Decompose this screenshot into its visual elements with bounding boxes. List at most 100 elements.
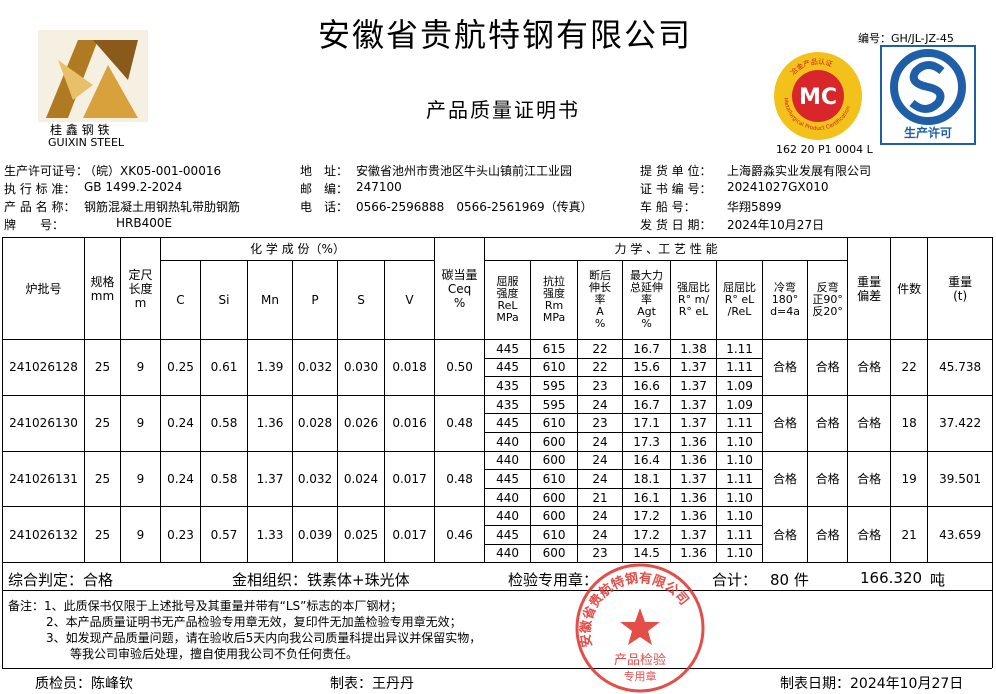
data-cell: 21 [890,506,929,564]
data-cell: 9 [120,450,161,508]
data-cell: 440 [484,487,532,508]
right-border [992,563,993,668]
data-cell: 0.25 [160,339,201,396]
data-cell: 43.659 [927,506,994,564]
header-cell: 重量 (t) [927,237,994,340]
info-label: 牌 号： [4,218,65,232]
data-cell: 16.7 [622,394,672,415]
info-value: 上海爵淼实业发展有限公司 [727,164,872,178]
header-cell: 抗拉 强度 Rm MPa [530,260,579,340]
data-cell: 合格 [762,506,809,564]
data-cell: 24 [577,524,624,545]
info-label: 生产许可证号： [4,164,89,178]
data-row: 440 600 21 16.1 1.36 1.10 [3,487,993,508]
data-cell: 0.018 [383,339,436,396]
data-cell: 合格 [807,506,849,564]
header-cell: 化 学 成 份（%） [159,237,436,261]
data-cell: 241026131 [2,450,85,508]
data-cell: 15.6 [622,357,672,378]
data-row: 440 600 24 17.3 1.36 1.10 [3,431,993,452]
data-cell: 25 [84,394,121,452]
data-row: 241026130 25 9 0.24 0.58 1.36 0.028 0.026 0.016 0… [2,394,994,452]
data-cell: 37.422 [927,394,994,452]
data-cell: 1.37 [670,524,718,545]
data-row: 445 610 23 17.1 1.37 1.11 [3,413,993,433]
info-label: 车 船 号： [640,200,696,214]
data-cell: 1.37 [247,450,293,508]
data-cell: 22 [890,339,929,396]
data-cell: 24 [577,394,624,415]
data-cell: 25 [84,506,121,564]
data-cell: 0.24 [160,394,201,452]
data-cell: 18.1 [622,469,672,489]
stamp-line1: 产品检验 [614,652,666,668]
data-row: 241026128 25 9 0.25 0.61 1.39 0.032 0.030 0.018 0… [2,339,994,396]
header-cell: P [292,260,338,340]
seal-label: 检验专用章： [508,571,599,589]
data-cell: 0.024 [337,450,385,508]
header-cell: 规格 mm [84,237,121,340]
data-row: 445 610 24 18.1 1.37 1.11 [3,469,993,489]
data-row: 435 595 23 16.6 1.37 1.09 [3,376,993,396]
data-cell: 1.37 [670,376,718,396]
data-cell: 19 [890,450,929,508]
inspector: 质检员：陈峰钦 [35,676,133,692]
data-cell: 0.017 [383,506,436,564]
header-cell: 重量 偏差 [847,237,892,340]
data-cell: 595 [530,376,579,396]
company-logo [38,30,148,122]
mc-mark: MC [799,85,837,110]
header-cell: 冷弯 180° d=4a [762,260,809,340]
data-cell: 0.58 [200,394,248,452]
header-cell: V [383,260,436,340]
header-cell: 反弯 正90° 反20° [807,260,849,340]
data-cell: 0.58 [200,450,248,508]
doc-number: 编号：GH/JL-JZ-45 [858,32,954,45]
note: 等我公司审验后处理，擅自使用我公司不负任何责任。 [70,647,359,661]
preparer: 制表：王丹丹 [330,676,414,692]
info-label: 电 话： [300,200,349,214]
data-cell: 1.37 [670,357,718,378]
data-cell: 0.46 [434,506,486,564]
info-value: （皖）XK05-001-00016 [84,164,222,178]
data-cell: 610 [530,524,579,545]
company-name: 安徽省贵航特钢有限公司 [318,16,693,54]
header-cell: 最大力 总延伸 率 Agt % [622,260,672,340]
data-cell: 23 [577,376,624,396]
data-cell: 1.11 [716,339,764,359]
data-cell: 435 [484,394,532,415]
summary-bottom-line [2,590,992,591]
structure: 金相组织：铁素体+珠光体 [232,571,410,589]
data-cell: 0.24 [160,450,201,508]
data-cell: 1.33 [247,506,293,564]
info-value: 2024年10月27日 [727,218,825,232]
data-cell: 1.11 [716,413,764,433]
info-value: HRB400E [116,216,173,230]
data-cell: 440 [484,506,532,526]
header-cell: 屈服 强度 ReL MPa [484,260,532,340]
inspection-stamp: 安徽省贵航特钢有限公司 产品检验 专用章 [575,563,705,693]
data-cell: 16.7 [622,339,672,359]
info-value: GB 1499.2-2024 [84,180,183,194]
header-cell: Si [200,260,248,340]
data-row: 241026132 25 9 0.23 0.57 1.33 0.039 0.025 0.017 0… [2,506,994,564]
data-cell: 1.36 [247,394,293,452]
data-row: 445 610 22 15.6 1.37 1.11 [3,357,993,378]
data-cell: 0.48 [434,450,486,508]
prepared-date: 制表日期：2024年10月27日 [780,676,964,692]
data-cell: 1.37 [670,469,718,489]
data-cell: 1.37 [670,394,718,415]
data-cell: 24 [577,450,624,471]
data-cell: 445 [484,357,532,378]
data-cell: 23 [577,543,624,564]
header-cell: 炉批号 [2,237,85,340]
data-cell: 1.10 [716,450,764,471]
data-cell: 0.032 [292,339,338,396]
data-cell: 1.11 [716,524,764,545]
data-cell: 21 [577,487,624,508]
data-cell: 1.39 [247,339,293,396]
data-cell: 合格 [807,394,849,452]
header-cell: 断后 伸长 率 A % [577,260,624,340]
